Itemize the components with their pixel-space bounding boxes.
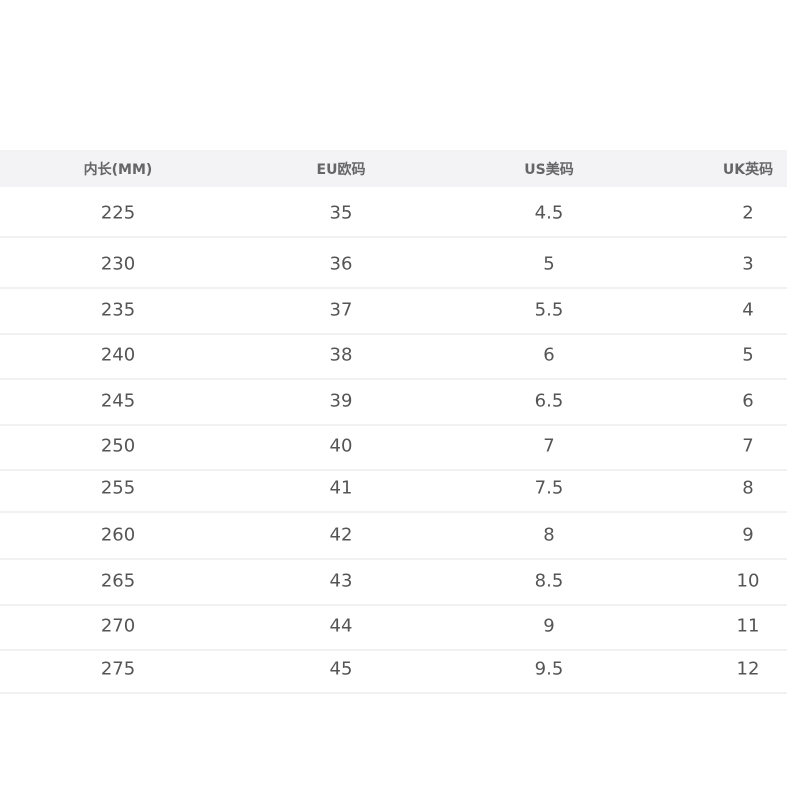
table-cell: 44 xyxy=(329,615,353,637)
table-cell: 45 xyxy=(329,658,353,680)
table-cell: 5 xyxy=(543,253,555,275)
table-cell: 43 xyxy=(329,570,353,592)
table-cell: 225 xyxy=(100,202,136,224)
table-cell: 12 xyxy=(736,658,760,680)
table-cell: 7.5 xyxy=(534,477,564,499)
table-cell: 35 xyxy=(329,202,353,224)
header-eu-size: EU欧码 xyxy=(316,162,366,178)
table-cell: 270 xyxy=(100,615,136,637)
table-cell: 6 xyxy=(742,390,754,412)
table-cell: 8 xyxy=(543,524,555,546)
row-divider xyxy=(0,236,787,238)
table-cell: 42 xyxy=(329,524,353,546)
table-cell: 8 xyxy=(742,477,754,499)
table-cell: 9 xyxy=(543,615,555,637)
table-cell: 3 xyxy=(742,253,754,275)
header-uk-size: UK英码 xyxy=(722,162,774,178)
table-cell: 230 xyxy=(100,253,136,275)
row-divider xyxy=(0,287,787,289)
table-cell: 8.5 xyxy=(534,570,564,592)
table-cell: 37 xyxy=(329,299,353,321)
table-cell: 255 xyxy=(100,477,136,499)
table-cell: 275 xyxy=(100,658,136,680)
table-cell: 7 xyxy=(543,435,555,457)
row-divider xyxy=(0,692,787,694)
table-cell: 7 xyxy=(742,435,754,457)
table-cell: 5 xyxy=(742,344,754,366)
row-divider xyxy=(0,333,787,335)
table-cell: 6.5 xyxy=(534,390,564,412)
header-inner-length: 内长(MM) xyxy=(83,162,153,178)
table-cell: 4.5 xyxy=(534,202,564,224)
table-cell: 250 xyxy=(100,435,136,457)
row-divider xyxy=(0,558,787,560)
table-cell: 240 xyxy=(100,344,136,366)
table-cell: 6 xyxy=(543,344,555,366)
row-divider xyxy=(0,424,787,426)
table-cell: 40 xyxy=(329,435,353,457)
table-cell: 10 xyxy=(736,570,760,592)
table-cell: 39 xyxy=(329,390,353,412)
row-divider xyxy=(0,469,787,471)
row-divider xyxy=(0,378,787,380)
row-divider xyxy=(0,511,787,513)
table-cell: 41 xyxy=(329,477,353,499)
table-cell: 9.5 xyxy=(534,658,564,680)
table-cell: 36 xyxy=(329,253,353,275)
table-cell: 9 xyxy=(742,524,754,546)
row-divider xyxy=(0,649,787,651)
table-cell: 260 xyxy=(100,524,136,546)
table-cell: 5.5 xyxy=(534,299,564,321)
table-cell: 265 xyxy=(100,570,136,592)
table-header xyxy=(0,150,787,187)
table-cell: 245 xyxy=(100,390,136,412)
header-us-size: US美码 xyxy=(524,162,574,178)
table-cell: 38 xyxy=(329,344,353,366)
table-cell: 4 xyxy=(742,299,754,321)
table-cell: 2 xyxy=(742,202,754,224)
row-divider xyxy=(0,604,787,606)
table-cell: 235 xyxy=(100,299,136,321)
table-cell: 11 xyxy=(736,615,760,637)
